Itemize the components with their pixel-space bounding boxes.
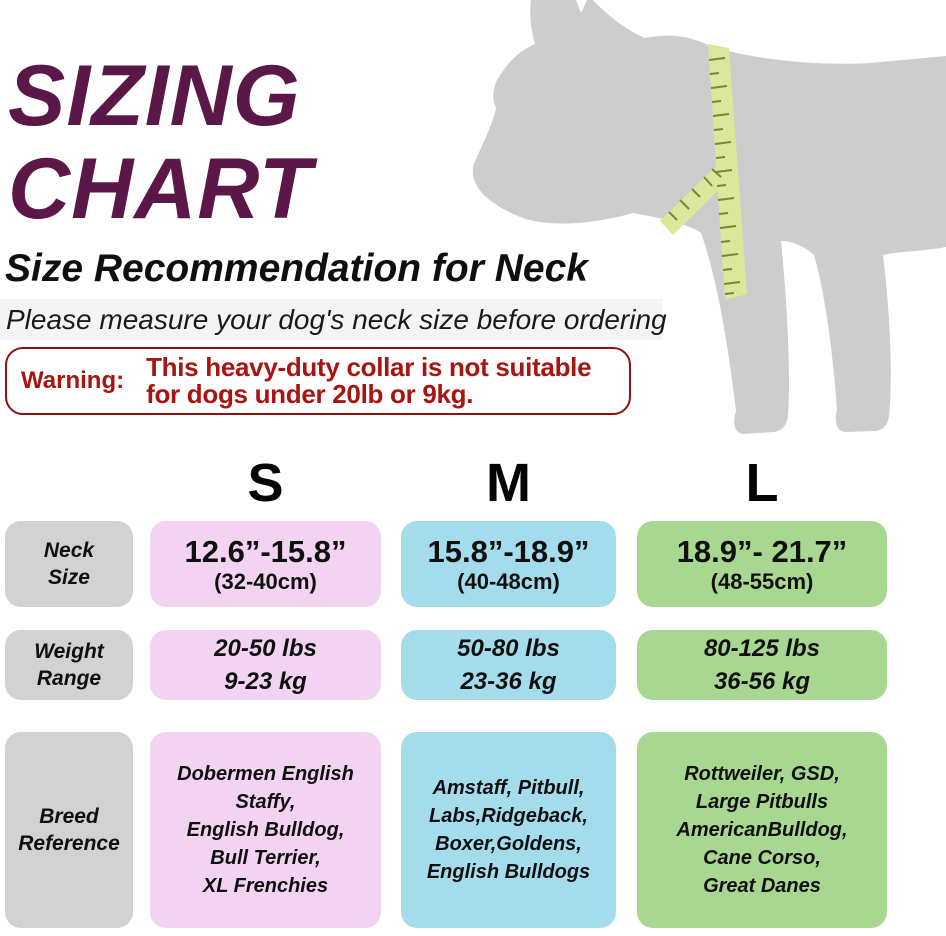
- size-header-l: L: [745, 453, 779, 513]
- neck-size-cell-m: 15.8”-18.9” (40-48cm): [401, 521, 616, 607]
- warning-label: Warning:: [21, 367, 125, 394]
- breed-cell-m: Amstaff, Pitbull, Labs,Ridgeback, Boxer,…: [401, 732, 616, 928]
- row-label-weight-range: Weight Range: [5, 630, 133, 700]
- warning-box: Warning: This heavy-duty collar is not s…: [5, 347, 631, 415]
- row-label-breed-reference: Breed Reference: [5, 732, 133, 928]
- weight-cell-s: 20-50 lbs 9-23 kg: [150, 630, 381, 700]
- row-label-breed-reference-text: Breed Reference: [18, 805, 120, 855]
- neck-size-cell-l: 18.9”- 21.7” (48-55cm): [637, 521, 887, 607]
- row-label-neck-size-text: Neck Size: [43, 539, 95, 589]
- weight-cell-m: 50-80 lbs 23-36 kg: [401, 630, 616, 700]
- title-line-1: SIZING: [8, 48, 301, 144]
- weight-value-s: 20-50 lbs 9-23 kg: [214, 635, 317, 695]
- weight-value-m: 50-80 lbs 23-36 kg: [457, 635, 560, 695]
- breed-cell-s: Dobermen English Staffy, English Bulldog…: [150, 732, 381, 928]
- tape-tick-marks: [668, 57, 741, 295]
- note-band: [0, 299, 663, 340]
- neck-size-inches-m: 15.8”-18.9”: [427, 533, 590, 569]
- breed-list-m: Amstaff, Pitbull, Labs,Ridgeback, Boxer,…: [426, 777, 591, 883]
- warning-text: This heavy-duty collar is not suitable f…: [146, 352, 592, 409]
- row-label-neck-size: Neck Size: [5, 521, 133, 607]
- neck-size-inches-s: 12.6”-15.8”: [184, 533, 347, 569]
- page-title: SIZING CHART: [8, 50, 312, 236]
- neck-size-cm-s: (32-40cm): [214, 568, 317, 594]
- breed-cell-l: Rottweiler, GSD, Large Pitbulls American…: [637, 732, 887, 928]
- measuring-tape-neck: [660, 163, 731, 235]
- neck-size-cell-s: 12.6”-15.8” (32-40cm): [150, 521, 381, 607]
- neck-size-cm-m: (40-48cm): [457, 568, 560, 594]
- neck-size-cm-l: (48-55cm): [710, 568, 814, 594]
- size-header-s: S: [247, 453, 284, 513]
- measure-note: Please measure your dog's neck size befo…: [6, 304, 667, 335]
- dog-silhouette-graphic: [472, 0, 946, 434]
- neck-size-inches-l: 18.9”- 21.7”: [676, 533, 848, 569]
- weight-cell-l: 80-125 lbs 36-56 kg: [637, 630, 887, 700]
- measuring-tape-chest: [708, 44, 747, 300]
- row-label-weight-range-text: Weight Range: [34, 640, 104, 690]
- weight-value-l: 80-125 lbs 36-56 kg: [703, 635, 821, 695]
- dog-body-silhouette: [472, 0, 946, 434]
- breed-list-s: Dobermen English Staffy, English Bulldog…: [177, 763, 354, 897]
- title-line-2: CHART: [8, 141, 313, 237]
- breed-list-l: Rottweiler, GSD, Large Pitbulls American…: [676, 763, 848, 897]
- subtitle: Size Recommendation for Neck: [5, 247, 588, 290]
- size-header-m: M: [486, 453, 531, 513]
